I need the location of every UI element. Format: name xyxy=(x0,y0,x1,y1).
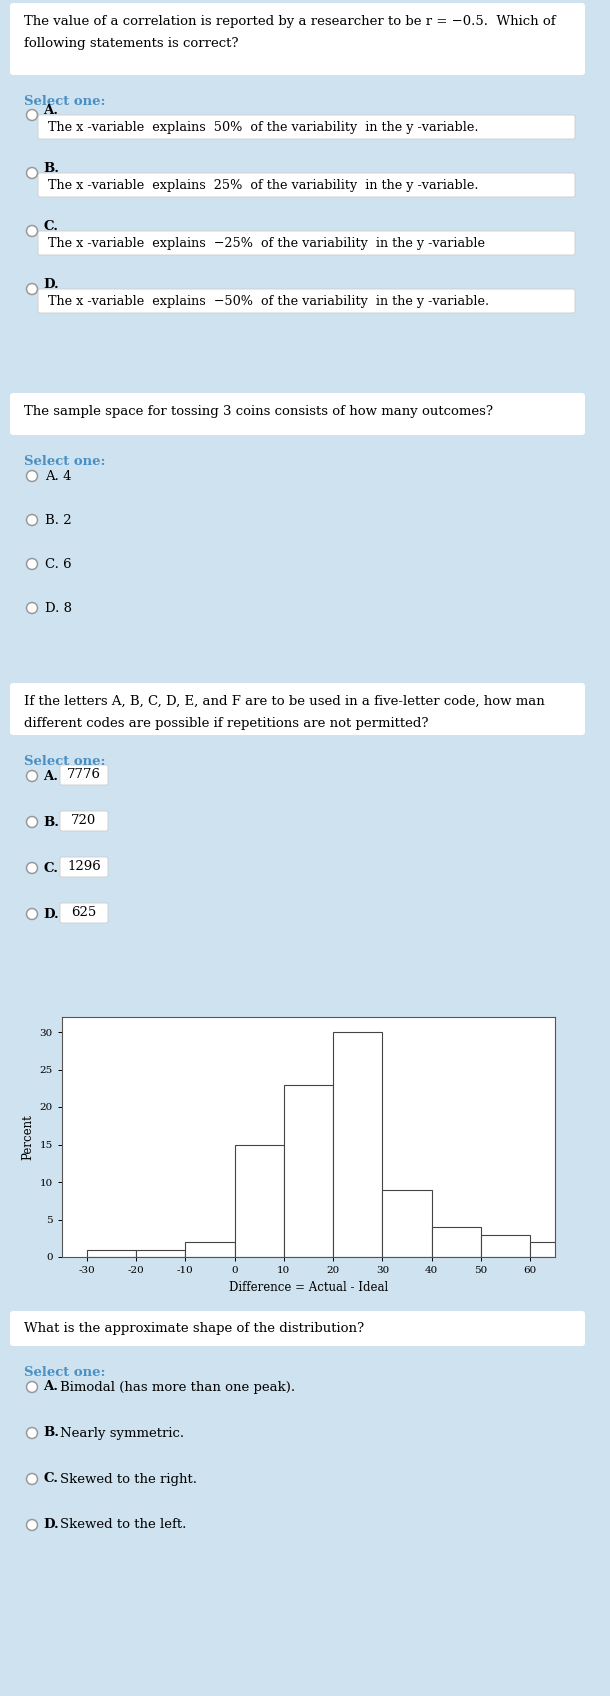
Bar xyxy=(136,1250,185,1257)
X-axis label: Difference = Actual - Ideal: Difference = Actual - Ideal xyxy=(229,1280,388,1294)
Text: Select one:: Select one: xyxy=(24,755,106,768)
Circle shape xyxy=(26,283,37,295)
Bar xyxy=(432,1226,481,1257)
Circle shape xyxy=(26,1474,37,1484)
Text: A.: A. xyxy=(43,770,58,782)
Text: D.: D. xyxy=(43,1518,59,1531)
Text: Skewed to the left.: Skewed to the left. xyxy=(60,1518,187,1531)
Text: The x -variable  explains  50%  of the variability  in the y -variable.: The x -variable explains 50% of the vari… xyxy=(48,120,478,134)
Bar xyxy=(284,1084,333,1257)
Text: C.: C. xyxy=(43,1472,58,1486)
Bar xyxy=(382,1189,432,1257)
Circle shape xyxy=(26,110,37,120)
Text: B.: B. xyxy=(43,161,59,175)
Text: 720: 720 xyxy=(71,814,96,828)
Circle shape xyxy=(26,558,37,570)
Text: B.: B. xyxy=(43,816,59,829)
Text: D. 8: D. 8 xyxy=(45,602,72,614)
Bar xyxy=(87,1250,136,1257)
Text: A. 4: A. 4 xyxy=(45,470,71,482)
Circle shape xyxy=(26,602,37,614)
Circle shape xyxy=(26,1520,37,1530)
FancyBboxPatch shape xyxy=(38,288,575,314)
FancyBboxPatch shape xyxy=(10,743,585,962)
Text: If the letters A, B, C, D, E, and F are to be used in a five-letter code, how ma: If the letters A, B, C, D, E, and F are … xyxy=(24,695,545,729)
Text: C. 6: C. 6 xyxy=(45,558,71,570)
Circle shape xyxy=(26,470,37,482)
Bar xyxy=(481,1235,530,1257)
FancyBboxPatch shape xyxy=(38,231,575,254)
FancyBboxPatch shape xyxy=(38,173,575,197)
FancyBboxPatch shape xyxy=(10,443,585,653)
Text: 7776: 7776 xyxy=(67,768,101,782)
Text: D.: D. xyxy=(43,278,59,290)
FancyBboxPatch shape xyxy=(38,115,575,139)
Bar xyxy=(333,1031,382,1257)
Text: Skewed to the right.: Skewed to the right. xyxy=(60,1472,197,1486)
Circle shape xyxy=(26,909,37,919)
Text: Select one:: Select one: xyxy=(24,95,106,109)
Text: Select one:: Select one: xyxy=(24,455,106,468)
Bar xyxy=(530,1241,580,1257)
Text: The x -variable  explains  25%  of the variability  in the y -variable.: The x -variable explains 25% of the vari… xyxy=(48,178,478,192)
Bar xyxy=(235,1145,284,1257)
FancyBboxPatch shape xyxy=(10,683,585,734)
Text: Bimodal (has more than one peak).: Bimodal (has more than one peak). xyxy=(60,1381,295,1394)
Circle shape xyxy=(26,168,37,178)
FancyBboxPatch shape xyxy=(60,811,108,831)
FancyBboxPatch shape xyxy=(10,989,585,1299)
Text: 625: 625 xyxy=(71,906,96,919)
Text: 1296: 1296 xyxy=(67,860,101,873)
Text: B. 2: B. 2 xyxy=(45,514,71,526)
Bar xyxy=(185,1241,235,1257)
Circle shape xyxy=(26,514,37,526)
FancyBboxPatch shape xyxy=(60,902,108,923)
Text: Nearly symmetric.: Nearly symmetric. xyxy=(60,1426,184,1440)
FancyBboxPatch shape xyxy=(10,1353,585,1574)
Circle shape xyxy=(26,816,37,828)
FancyBboxPatch shape xyxy=(10,3,585,75)
Y-axis label: Percent: Percent xyxy=(21,1114,34,1160)
Circle shape xyxy=(26,770,37,782)
FancyBboxPatch shape xyxy=(10,393,585,434)
Text: C.: C. xyxy=(43,862,58,875)
Text: The x -variable  explains  −50%  of the variability  in the y -variable.: The x -variable explains −50% of the var… xyxy=(48,295,489,307)
FancyBboxPatch shape xyxy=(10,1311,585,1347)
Circle shape xyxy=(26,226,37,236)
Text: A.: A. xyxy=(43,1381,58,1394)
Text: D.: D. xyxy=(43,907,59,921)
Text: C.: C. xyxy=(43,219,58,232)
Circle shape xyxy=(26,1382,37,1392)
Text: What is the approximate shape of the distribution?: What is the approximate shape of the dis… xyxy=(24,1321,364,1335)
Text: B.: B. xyxy=(43,1426,59,1440)
Text: The x -variable  explains  −25%  of the variability  in the y -variable: The x -variable explains −25% of the var… xyxy=(48,236,485,249)
Text: Select one:: Select one: xyxy=(24,1365,106,1379)
FancyBboxPatch shape xyxy=(60,856,108,877)
Text: The sample space for tossing 3 coins consists of how many outcomes?: The sample space for tossing 3 coins con… xyxy=(24,405,493,417)
FancyBboxPatch shape xyxy=(10,83,585,363)
Circle shape xyxy=(26,1428,37,1438)
FancyBboxPatch shape xyxy=(60,765,108,785)
Circle shape xyxy=(26,863,37,873)
Text: A.: A. xyxy=(43,103,58,117)
Text: The value of a correlation is reported by a researcher to be r = −0.5.  Which of: The value of a correlation is reported b… xyxy=(24,15,556,49)
